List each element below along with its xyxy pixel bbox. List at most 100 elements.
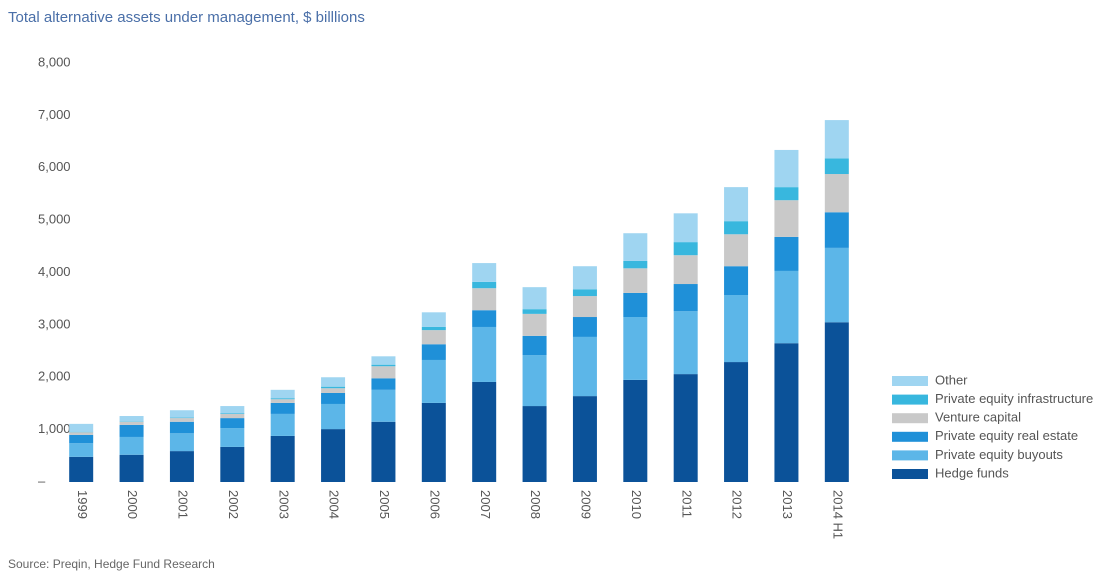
x-tick-label: 2002 (226, 490, 241, 519)
bar-segment (321, 403, 346, 430)
bar-segment (321, 386, 346, 389)
bar-segment (371, 378, 396, 390)
bar-segment (119, 421, 144, 422)
x-tick-label: 1999 (75, 490, 90, 519)
bar-segment (623, 317, 648, 380)
x-tick-label: 2012 (730, 490, 745, 519)
legend-label: Venture capital (935, 410, 1021, 425)
legend-label: Private equity real estate (935, 428, 1078, 443)
bar-segment (270, 402, 295, 414)
y-tick-label: 6,000 (38, 159, 71, 174)
y-tick-label: 7,000 (38, 107, 71, 122)
bar-segment (724, 234, 749, 267)
bar-segment (69, 423, 94, 432)
legend-label: Private equity infrastructure (935, 391, 1093, 406)
bar-segment (220, 413, 245, 419)
bar-segment (472, 263, 497, 282)
bar-segment (371, 364, 396, 367)
x-tick-label: 2000 (125, 490, 140, 519)
bar-segment (220, 418, 245, 429)
bar-segment (623, 268, 648, 293)
legend-label: Other (935, 372, 968, 387)
bar-segment (774, 270, 799, 344)
bar-segment (824, 212, 849, 248)
bar-segment (270, 413, 295, 436)
bar-segment (824, 322, 849, 482)
bar-segment (69, 456, 94, 482)
bar-segment (572, 266, 597, 290)
x-tick-label: 2010 (629, 490, 644, 519)
bar-segment (321, 429, 346, 482)
bar-segment (623, 379, 648, 482)
y-tick-label: 8,000 (38, 54, 71, 69)
bar-segment (673, 255, 698, 285)
bar-segment (119, 416, 144, 422)
source: Source: Preqin, Hedge Fund Research (8, 557, 215, 571)
x-tick-label: 2014 H1 (830, 490, 845, 539)
bar-segment (724, 221, 749, 235)
bar-segment (169, 418, 194, 422)
bar-segment (522, 355, 547, 407)
legend-swatch (892, 469, 928, 479)
bar-segment (220, 413, 245, 414)
bar-segment (169, 410, 194, 418)
bar-segment (421, 312, 446, 327)
x-tick-label: 2009 (579, 490, 594, 519)
bar-segment (724, 266, 749, 296)
bar-segment (623, 260, 648, 269)
x-tick-label: 2006 (427, 490, 442, 519)
bar-segment (119, 436, 144, 455)
y-tick-label: 4,000 (38, 264, 71, 279)
bar-segment (119, 421, 144, 425)
bar-segment (673, 213, 698, 243)
bar-segment (69, 443, 94, 457)
bar-segment (472, 281, 497, 289)
bar-segment (824, 120, 849, 159)
bar-segment (270, 435, 295, 482)
x-tick-label: 2005 (377, 490, 392, 519)
bar-segment (572, 289, 597, 297)
legend-swatch (892, 431, 928, 442)
bar-segment (774, 343, 799, 482)
bar-segment (321, 388, 346, 393)
y-tick-label: 1,000 (38, 421, 71, 436)
legend-label: Hedge funds (935, 465, 1009, 480)
bar-segment (371, 356, 396, 365)
bar-segment (270, 399, 295, 403)
bar-segment (472, 381, 497, 482)
bar-segment (270, 389, 295, 399)
bar-segment (572, 396, 597, 482)
bar-segment (824, 247, 849, 323)
bar-segment (724, 362, 749, 482)
bar-segment (472, 326, 497, 382)
bar-segment (169, 421, 194, 434)
bar-segment (69, 434, 94, 444)
bar-segment (119, 424, 144, 437)
bar-segment (421, 402, 446, 482)
legend-swatch (892, 413, 928, 424)
bar-segment (522, 287, 547, 310)
bar-segment (623, 292, 648, 318)
legend-label: Private equity buyouts (935, 447, 1063, 462)
legend-swatch (892, 394, 928, 405)
bar-segment (724, 295, 749, 363)
bar-segment (824, 174, 849, 213)
bar-segment (220, 406, 245, 414)
bar-segment (824, 158, 849, 175)
bar-segment (321, 392, 346, 404)
bar-segment (220, 428, 245, 447)
bar-segment (371, 389, 396, 422)
bar-segment (421, 344, 446, 360)
bar-segment (169, 417, 194, 419)
bar-segment (774, 149, 799, 188)
y-tick-label: – (38, 473, 46, 488)
bar-segment (774, 236, 799, 271)
bar-segment (572, 296, 597, 318)
bar-segment (69, 431, 94, 433)
bar-segment (321, 377, 346, 387)
bar-segment (673, 374, 698, 482)
legend-swatch (892, 450, 928, 461)
y-tick-label: 5,000 (38, 212, 71, 227)
x-tick-label: 2013 (780, 490, 795, 519)
